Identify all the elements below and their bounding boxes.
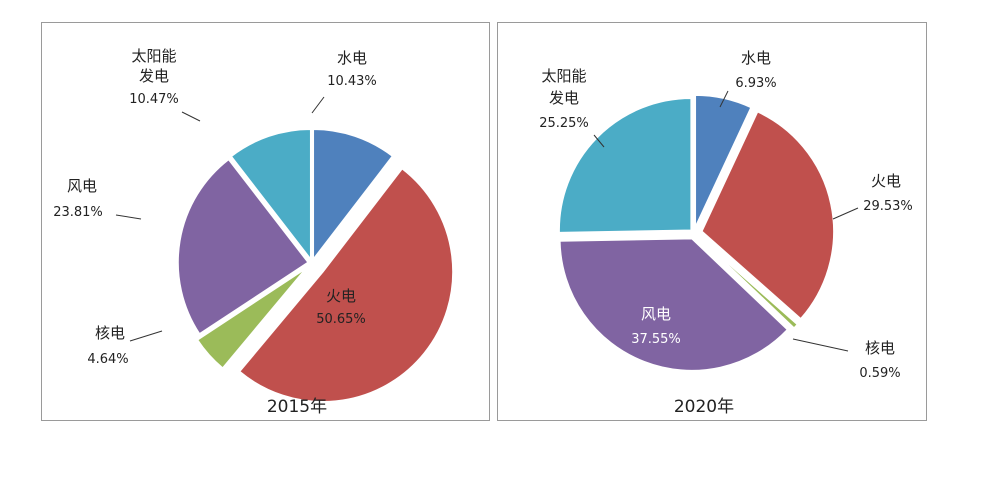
pie-slice-thermal: [700, 110, 835, 320]
label-hydro-name: 水电: [741, 49, 771, 67]
leader-line: [832, 207, 859, 220]
label-solar-name-1: 太阳能: [131, 47, 176, 65]
label-solar-name-2: 发电: [139, 67, 169, 85]
label-nuclear-name: 核电: [865, 339, 895, 357]
pie-svg-2020: 水电 6.93% 太阳能 发电 25.25% 火电 29.53% 核电 0.59…: [539, 49, 913, 417]
pie-svg-2015: 水电 10.43% 太阳能 发电 10.47% 风电 23.81% 核电 4.6…: [53, 47, 454, 417]
label-nuclear-pct: 0.59%: [859, 366, 900, 381]
label-wind-name: 风电: [641, 305, 671, 323]
pie-slice-nuclear: [697, 236, 799, 330]
label-thermal-pct: 29.53%: [863, 199, 913, 214]
leader-line: [792, 338, 849, 352]
label-hydro-name: 水电: [337, 49, 367, 67]
label-hydro-pct: 10.43%: [327, 74, 377, 89]
label-solar-pct: 10.47%: [129, 92, 179, 107]
label-nuclear-name: 核电: [95, 324, 125, 342]
label-thermal-pct: 50.65%: [316, 312, 366, 327]
pie-slice-thermal: [238, 167, 454, 403]
leader-line: [181, 111, 201, 122]
label-thermal-name: 火电: [326, 287, 356, 305]
pie-slice-solar: [558, 97, 692, 234]
pie-slice-solar: [230, 128, 312, 262]
chart-title-2015: 2015年: [267, 397, 327, 417]
label-wind-pct: 23.81%: [53, 205, 103, 220]
leader-line: [129, 330, 163, 342]
pie-slice-wind: [177, 158, 310, 335]
pie-chart-2020: 水电 6.93% 太阳能 发电 25.25% 火电 29.53% 核电 0.59…: [497, 22, 927, 421]
label-solar-name-2: 发电: [549, 89, 579, 107]
pie-slice-nuclear: [196, 267, 307, 370]
pie-chart-2015: 水电 10.43% 太阳能 发电 10.47% 风电 23.81% 核电 4.6…: [41, 22, 490, 421]
label-wind-pct: 37.55%: [631, 332, 681, 347]
label-solar-pct: 25.25%: [539, 116, 589, 131]
label-solar-name-1: 太阳能: [541, 67, 586, 85]
chart-title-2020: 2020年: [674, 397, 734, 417]
leader-line: [593, 134, 605, 148]
pie-slice-hydro: [312, 128, 394, 262]
label-thermal-name: 火电: [871, 172, 901, 190]
leader-line: [115, 214, 142, 220]
label-nuclear-pct: 4.64%: [87, 352, 128, 367]
label-hydro-pct: 6.93%: [735, 76, 776, 91]
leader-line: [719, 90, 729, 108]
leader-line: [311, 96, 325, 114]
label-wind-name: 风电: [67, 177, 97, 195]
pie-slice-wind: [559, 237, 789, 372]
